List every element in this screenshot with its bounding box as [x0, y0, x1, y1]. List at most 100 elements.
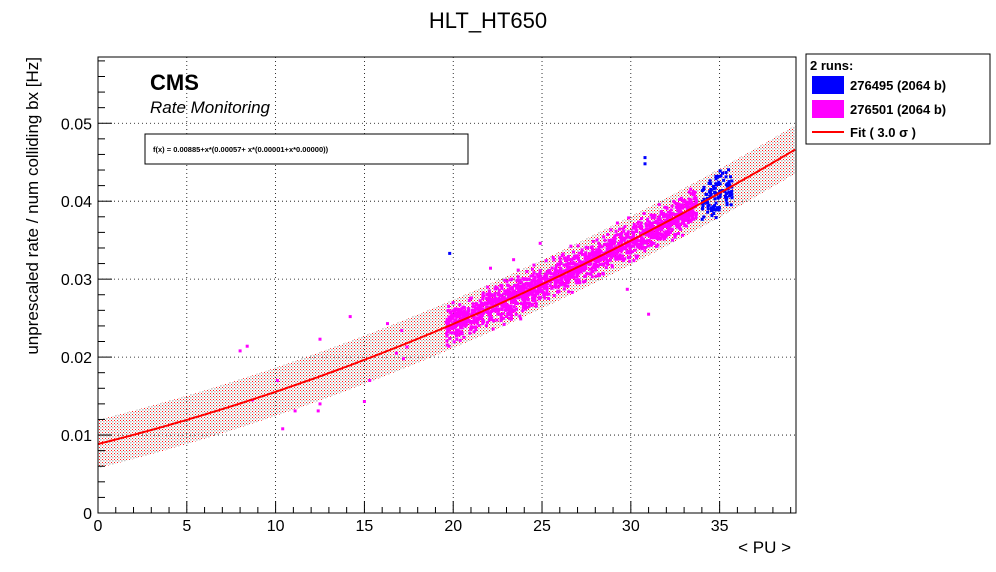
data-point [686, 206, 690, 210]
data-point [642, 238, 645, 242]
data-point [449, 311, 453, 315]
data-point [467, 309, 471, 313]
data-point [645, 227, 649, 231]
data-point [673, 201, 677, 205]
data-point [525, 270, 529, 274]
data-point [705, 197, 709, 200]
data-point-outlier [281, 427, 285, 431]
data-point [597, 272, 600, 276]
data-point [519, 280, 523, 284]
data-point [499, 312, 502, 316]
data-point [462, 335, 466, 339]
data-point [636, 245, 640, 249]
data-point-outlier [293, 409, 297, 413]
data-point [728, 194, 731, 198]
data-point [669, 213, 673, 216]
data-point [474, 302, 478, 306]
data-point [462, 319, 466, 323]
data-point [444, 326, 448, 330]
data-points [238, 156, 734, 431]
data-point [594, 268, 598, 272]
data-point [713, 197, 717, 201]
data-point [598, 258, 602, 262]
data-point [537, 277, 541, 281]
data-point [507, 288, 511, 292]
data-point [701, 206, 705, 210]
data-point [640, 240, 644, 244]
data-point [499, 317, 503, 320]
data-point [595, 251, 599, 255]
data-point [683, 218, 687, 222]
data-point [495, 286, 499, 290]
data-point [513, 308, 517, 312]
data-point [530, 303, 534, 307]
data-point-outlier [709, 188, 713, 191]
data-point [618, 227, 621, 231]
data-point [506, 303, 510, 307]
data-point [485, 297, 489, 301]
data-point [580, 248, 584, 252]
data-point [471, 312, 475, 316]
data-point [521, 292, 525, 296]
data-point [691, 215, 694, 219]
data-point [453, 324, 457, 328]
data-point-outlier [647, 312, 651, 316]
data-point [676, 220, 680, 224]
data-point [572, 269, 576, 273]
data-point [526, 298, 530, 302]
y-axis: 0 0.01 0.02 0.03 0.04 0.05 [61, 60, 112, 523]
data-point [495, 304, 499, 308]
data-point [510, 277, 514, 281]
data-point [532, 287, 536, 291]
data-point [692, 217, 696, 221]
data-point [538, 269, 542, 273]
data-point [503, 278, 507, 282]
data-point-outlier [362, 400, 366, 403]
data-point [476, 306, 479, 310]
data-point [708, 194, 712, 198]
data-point [512, 300, 516, 304]
data-point [602, 255, 606, 258]
data-point [533, 280, 537, 284]
data-point [467, 320, 471, 324]
data-point [718, 169, 722, 173]
data-point [502, 296, 506, 300]
data-point [574, 278, 578, 282]
data-point [486, 299, 490, 303]
data-point [684, 204, 688, 208]
data-point [589, 246, 593, 250]
data-point [513, 289, 516, 293]
data-point [569, 275, 573, 279]
data-point [624, 232, 628, 236]
data-point [677, 208, 681, 212]
data-point [530, 291, 534, 295]
data-point [591, 240, 595, 243]
data-point [602, 235, 606, 239]
data-point [724, 198, 728, 202]
data-point [686, 215, 690, 219]
data-point [525, 282, 529, 285]
data-point [666, 210, 670, 214]
data-point [540, 280, 544, 284]
data-point [458, 338, 462, 342]
data-point [462, 309, 466, 313]
data-point [521, 309, 525, 313]
data-point [493, 291, 497, 295]
data-point [702, 215, 706, 219]
data-point [584, 274, 588, 278]
data-point [591, 265, 595, 269]
data-point [694, 200, 698, 204]
data-point [455, 307, 459, 311]
data-point [460, 332, 464, 336]
data-point [459, 330, 463, 334]
data-point [574, 256, 578, 260]
data-point [490, 300, 494, 304]
data-point [629, 236, 633, 240]
data-point [691, 209, 695, 213]
data-point [467, 299, 471, 302]
data-point [595, 248, 599, 252]
data-point [515, 286, 519, 290]
data-point [525, 305, 529, 309]
data-point [536, 275, 540, 278]
data-point [501, 312, 505, 316]
